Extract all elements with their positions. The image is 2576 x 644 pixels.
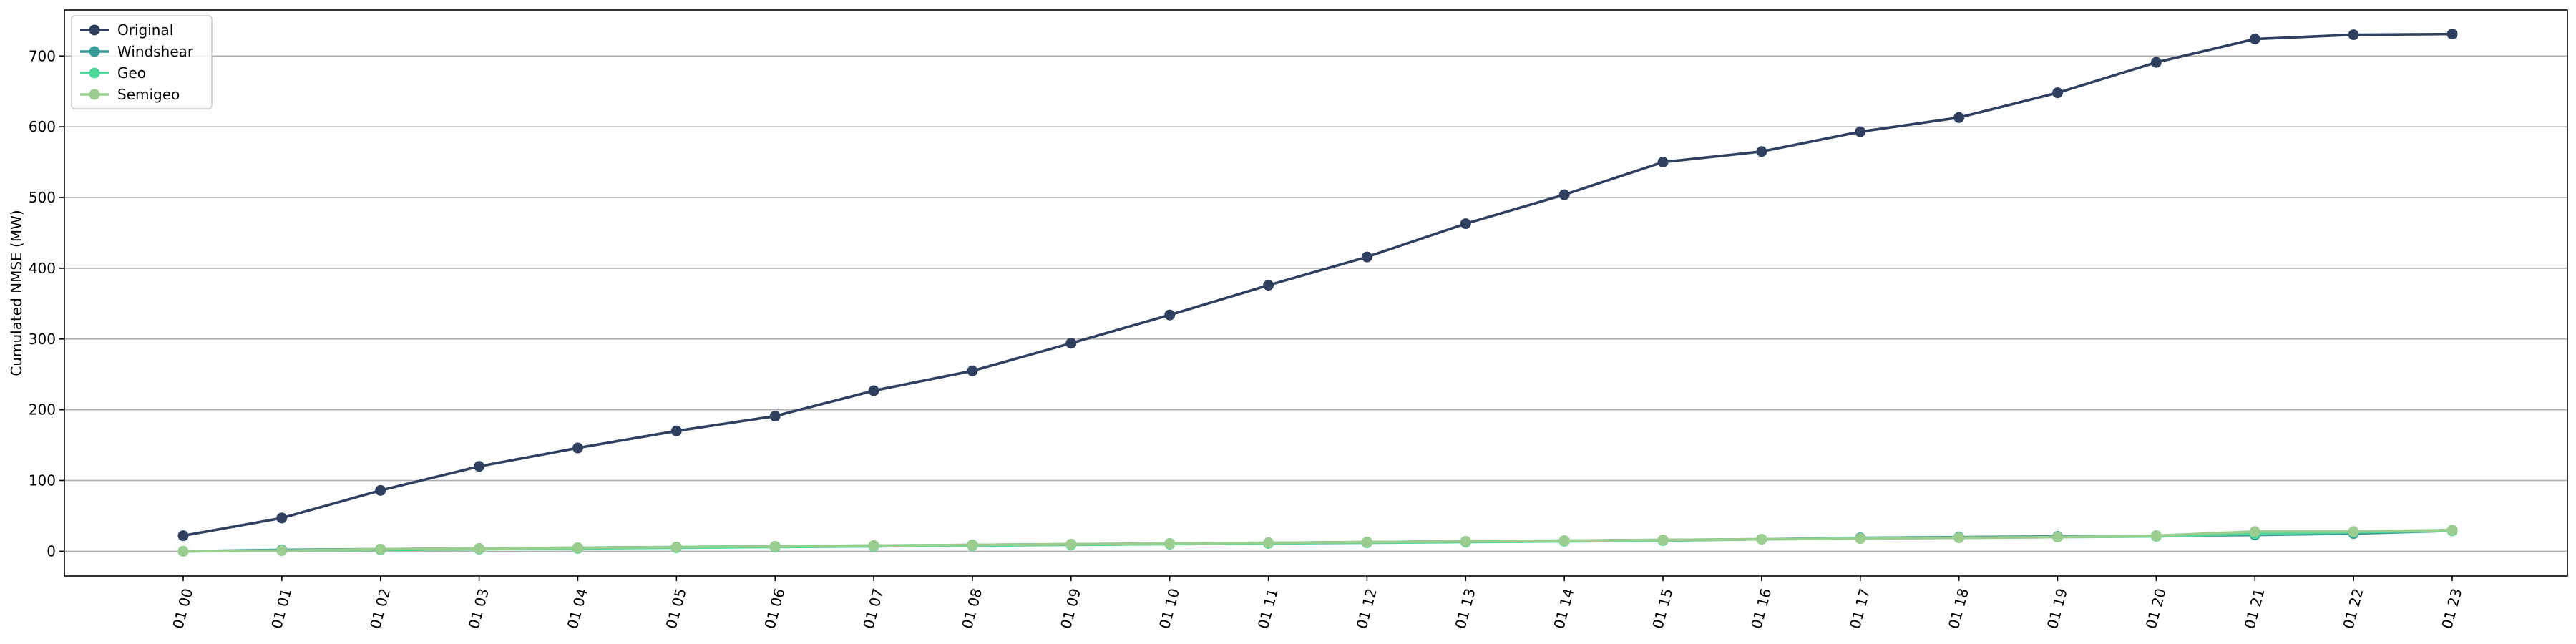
data-point (1657, 535, 1669, 546)
y-tick-label: 400 (29, 260, 56, 277)
legend-marker (89, 89, 100, 100)
legend: Original Windshear Geo Semigeo (71, 15, 213, 109)
y-tick-label: 100 (29, 472, 56, 489)
data-point (1361, 251, 1372, 263)
series-line-semigeo (182, 528, 2453, 553)
data-point (1756, 146, 1767, 157)
data-point (967, 539, 978, 550)
data-point (375, 543, 386, 555)
data-point (769, 540, 781, 552)
y-tick-label: 0 (47, 542, 56, 560)
data-point (474, 542, 485, 554)
data-point (1164, 538, 1176, 550)
y-axis-label: Cumulated NMSE (MW) (8, 210, 25, 376)
series-semigeo (177, 525, 2458, 557)
data-point (572, 442, 583, 454)
legend-entry: Original (80, 21, 173, 39)
series-original (177, 29, 2458, 542)
legend-entry: Windshear (80, 43, 194, 60)
data-point (2348, 29, 2359, 41)
gridlines (64, 55, 2567, 552)
data-point (1855, 533, 1866, 545)
legend-box (71, 15, 213, 109)
data-point (375, 484, 386, 496)
data-point (177, 545, 189, 557)
data-point (1065, 539, 1077, 550)
series-lines (177, 29, 2458, 557)
legend-entry: Geo (80, 64, 146, 82)
legend-label: Original (117, 21, 173, 39)
data-point (2052, 532, 2064, 543)
data-point (670, 425, 682, 436)
data-point (2446, 29, 2458, 40)
legend-entry: Semigeo (80, 86, 180, 103)
y-tick-label: 200 (29, 401, 56, 419)
legend-marker (89, 24, 100, 36)
data-point (177, 530, 189, 542)
data-point (572, 542, 583, 553)
data-point (1558, 535, 1570, 547)
legend-label: Geo (117, 64, 146, 82)
data-point (1953, 112, 1965, 123)
data-point (2052, 87, 2064, 99)
y-axis-ticks: 0 100 200 300 400 500 600 700 (29, 47, 64, 560)
series-line-original (182, 32, 2453, 537)
data-point (276, 545, 288, 556)
data-point (1953, 532, 1965, 544)
data-point (2150, 530, 2162, 542)
legend-marker (89, 67, 100, 79)
data-point (670, 541, 682, 552)
legend-label: Windshear (117, 43, 194, 60)
data-point (2249, 34, 2260, 45)
data-point (769, 411, 781, 422)
data-point (2446, 525, 2458, 536)
plot-frame (64, 9, 2568, 577)
data-point (967, 365, 978, 376)
data-point (1164, 309, 1176, 321)
data-point (2150, 57, 2162, 68)
data-point (1460, 536, 1471, 547)
data-point (2249, 526, 2260, 537)
data-point (1065, 338, 1077, 349)
legend-label: Semigeo (117, 86, 180, 103)
y-tick-label: 300 (29, 331, 56, 348)
data-point (1361, 537, 1372, 548)
data-point (276, 512, 288, 524)
y-tick-label: 600 (29, 118, 56, 135)
data-point (1263, 537, 1274, 549)
legend-marker (89, 46, 100, 57)
data-point (1855, 126, 1866, 137)
y-tick-label: 500 (29, 189, 56, 206)
y-tick-label: 700 (29, 47, 56, 64)
data-point (868, 540, 879, 551)
data-point (868, 385, 879, 396)
data-point (1756, 534, 1767, 545)
data-point (1460, 218, 1471, 230)
data-point (474, 461, 485, 472)
data-point (1263, 280, 1274, 291)
data-point (2348, 526, 2359, 537)
data-point (1657, 157, 1669, 168)
data-point (1558, 189, 1570, 200)
